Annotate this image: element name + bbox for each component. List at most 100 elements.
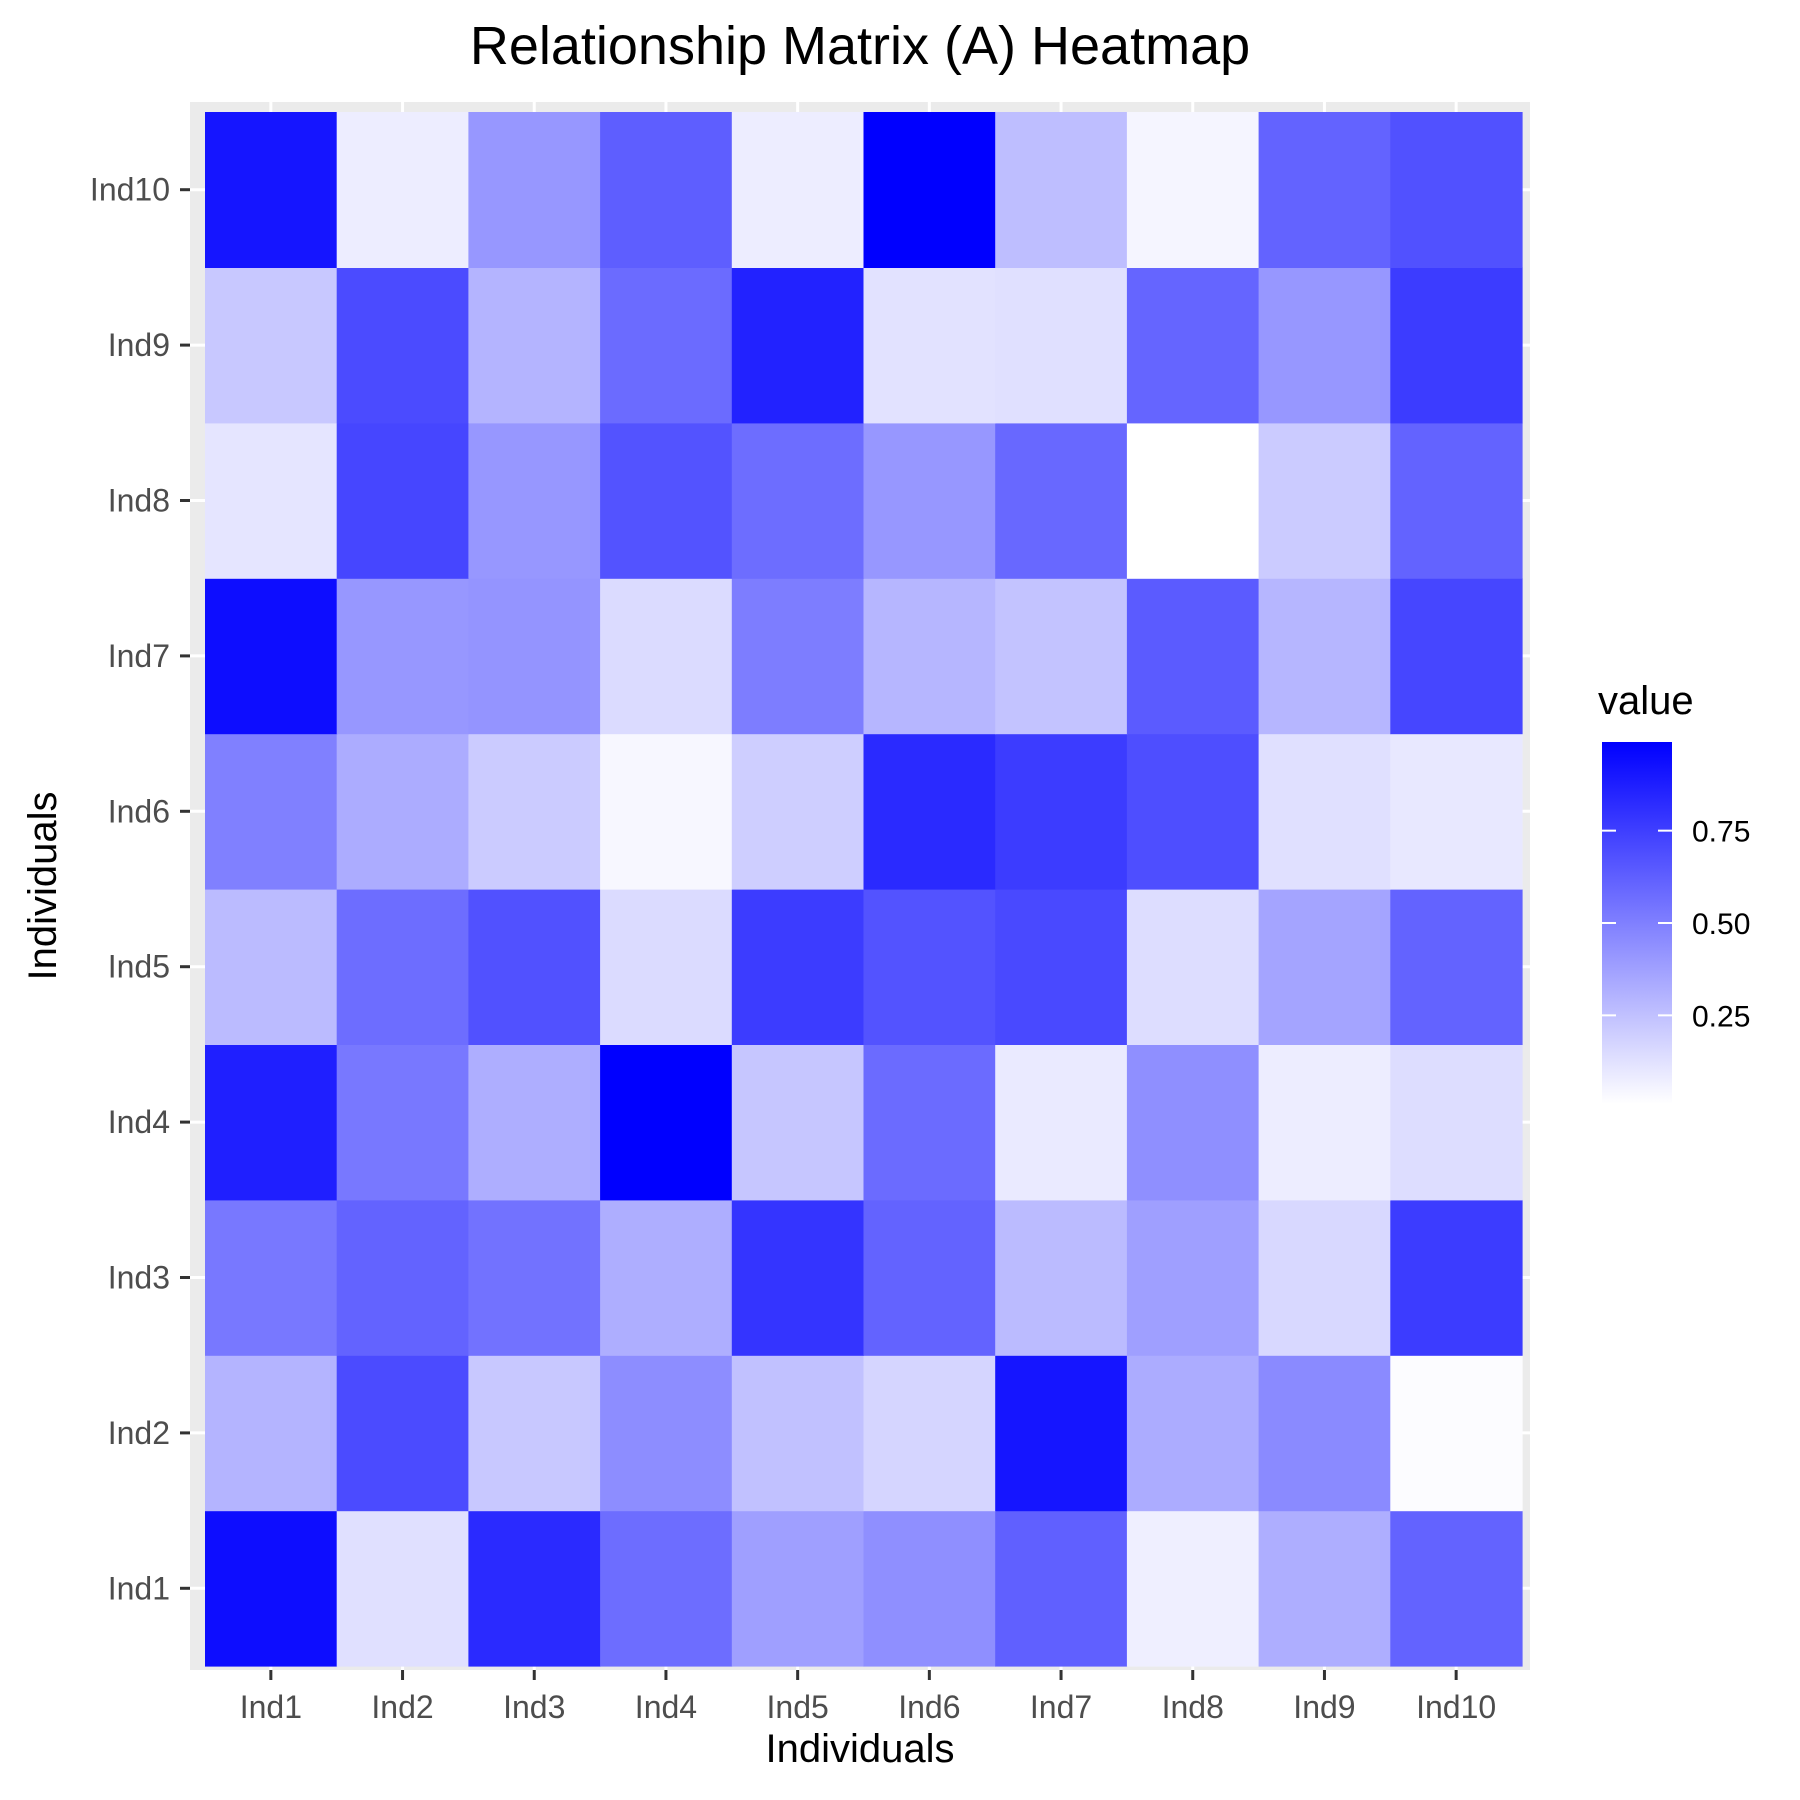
heatmap-cell [1390,1199,1523,1356]
heatmap-cell [205,889,338,1045]
legend-title: value [1598,679,1694,723]
heatmap-cell [1126,1199,1260,1356]
heatmap-cell [205,1199,338,1356]
heatmap-cell [205,578,338,735]
heatmap-cell [1258,1355,1391,1512]
heatmap-cell [600,578,733,735]
y-tick-label: Ind9 [108,327,170,363]
heatmap-cell [995,267,1128,424]
heatmap-cell [1126,1355,1260,1512]
heatmap-cell [1126,733,1260,890]
x-tick-label: Ind7 [1030,1689,1092,1725]
y-tick-label: Ind7 [108,638,170,674]
heatmap-cell [1390,112,1523,268]
heatmap-cell [731,578,865,735]
heatmap-cell [995,578,1128,735]
heatmap-cell [468,112,601,268]
heatmap-cell [863,1355,996,1512]
heatmap-cell [600,1199,733,1356]
heatmap-cell [336,1044,469,1201]
x-tick-label: Ind8 [1162,1689,1224,1725]
x-tick-label: Ind5 [767,1689,829,1725]
heatmap-cell [1258,578,1391,735]
heatmap-cell [1126,1510,1260,1667]
heatmap-cell [863,1044,996,1201]
heatmap-cell [468,578,601,735]
heatmap-cell [731,422,865,579]
heatmap-cell [1258,1044,1391,1201]
y-tick-label: Ind6 [108,793,170,829]
heatmap-cell [336,422,469,579]
heatmap-cell [863,1510,996,1667]
y-tick-label: Ind8 [108,483,170,519]
heatmap-cell [863,1199,996,1356]
heatmap-cell [336,267,469,424]
legend-tick-label: 0.50 [1692,908,1750,941]
heatmap-cell [600,1044,733,1201]
heatmap-cell [1390,889,1523,1045]
heatmap-cell [336,1355,469,1512]
heatmap-cell [731,1199,865,1356]
heatmap-cell [600,267,733,424]
heatmap-cell [995,1044,1128,1201]
heatmap-cell [600,1355,733,1512]
x-tick-label: Ind9 [1293,1689,1355,1725]
heatmap-cell [1126,267,1260,424]
heatmap-cell [205,733,338,890]
heatmap-cell [1126,422,1260,579]
heatmap-cell [731,1510,865,1667]
heatmap-cell [1258,1510,1391,1667]
heatmap-cell [468,889,601,1045]
heatmap-cell [1390,578,1523,735]
heatmap-cell [863,422,996,579]
heatmap-cell [205,422,338,579]
heatmap-cell [1126,112,1260,268]
heatmap-cell [205,1510,338,1667]
heatmap-cell [731,733,865,890]
heatmap-cell [1390,267,1523,424]
y-tick-label: Ind3 [108,1260,170,1296]
heatmap-cell [600,889,733,1045]
heatmap-cell [995,1199,1128,1356]
heatmap-cell [336,1510,469,1667]
y-tick-label: Ind5 [108,949,170,985]
heatmap-cell [995,112,1128,268]
x-tick-label: Ind1 [240,1689,302,1725]
heatmap-cell [336,1199,469,1356]
heatmap-cell [336,112,469,268]
x-tick-label: Ind10 [1416,1689,1496,1725]
x-tick-label: Ind3 [503,1689,565,1725]
heatmap-cell [468,422,601,579]
heatmap-cell [995,1355,1128,1512]
heatmap-cell [1390,733,1523,890]
heatmap-cell [1390,1510,1523,1667]
heatmap-cell [205,1044,338,1201]
heatmap-cell [863,889,996,1045]
legend-tick-label: 0.25 [1692,1000,1750,1033]
x-axis-title: Individuals [765,1727,954,1771]
y-tick-label: Ind2 [108,1415,170,1451]
heatmap-cell [468,1355,601,1512]
heatmap-cell [205,112,338,268]
heatmap-cell [863,267,996,424]
heatmap-cell [205,267,338,424]
heatmap-cell [468,1510,601,1667]
heatmap-cell [600,733,733,890]
x-tick-label: Ind6 [898,1689,960,1725]
heatmap-cell [205,1355,338,1512]
legend: value 0.25 0.50 0.75 [1598,679,1750,1104]
heatmap-cell [1258,733,1391,890]
heatmap-cell [731,1044,865,1201]
heatmap-cell [1126,1044,1260,1201]
y-tick-label: Ind4 [108,1104,170,1140]
heatmap-cell [600,422,733,579]
heatmap-cell [731,889,865,1045]
heatmap-cell [1390,1044,1523,1201]
heatmap-cell [1258,112,1391,268]
heatmap-cells [205,112,1523,1667]
heatmap-cell [600,1510,733,1667]
x-axis: Ind1 Ind2 Ind3 Ind4 Ind5 Ind6 Ind7 Ind8 Ind9 Ind1… [240,1670,1496,1725]
y-tick-label: Ind1 [108,1570,170,1606]
heatmap-cell [863,578,996,735]
heatmap-cell [1258,267,1391,424]
